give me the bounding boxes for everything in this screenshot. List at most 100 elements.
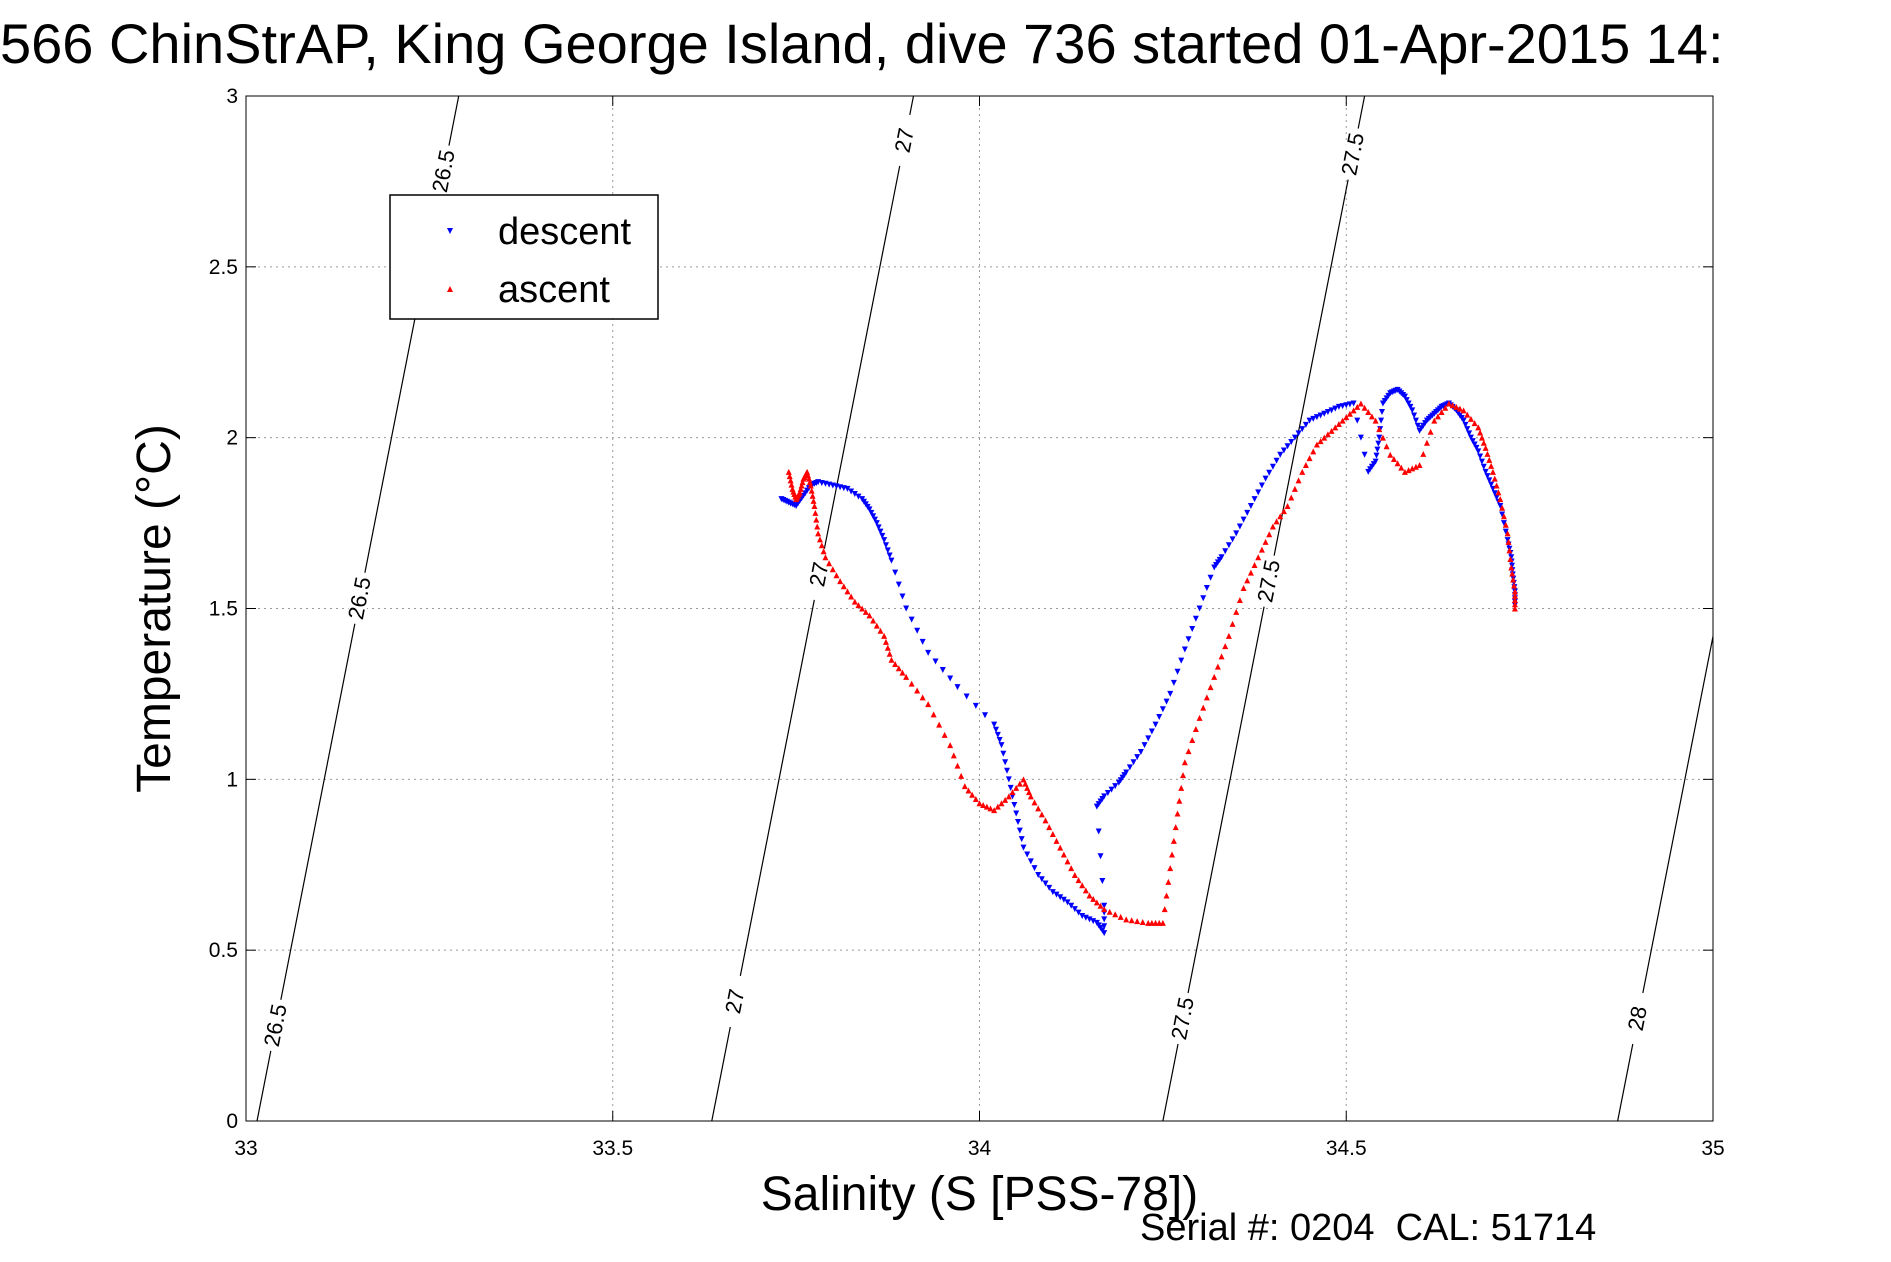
descent-point — [1343, 402, 1350, 409]
descent-point — [1488, 481, 1495, 488]
ascent-point — [925, 701, 932, 708]
ascent-point — [1423, 439, 1430, 446]
ascent-point — [983, 803, 990, 810]
descent-point — [1104, 790, 1111, 796]
series-descent — [778, 386, 1518, 937]
ascent-point — [965, 787, 972, 794]
contour-label-bg — [805, 547, 834, 602]
descent-point — [1005, 776, 1012, 783]
ascent-point — [1493, 482, 1500, 489]
descent-point — [1354, 417, 1361, 424]
legend-label-ascent: ascent — [498, 269, 610, 311]
ascent-point — [1027, 793, 1034, 800]
ascent-point — [1222, 643, 1229, 650]
ascent-point — [1394, 460, 1401, 467]
ascent-point — [1383, 443, 1390, 450]
descent-point — [1130, 759, 1137, 766]
ascent-point — [1024, 784, 1031, 791]
ascent-point — [833, 572, 840, 579]
descent-point — [1035, 872, 1042, 878]
descent-point — [1493, 494, 1500, 501]
x-tick-label: 33 — [234, 1137, 257, 1160]
ascent-point — [976, 800, 983, 807]
descent-point — [1071, 906, 1078, 913]
descent-point — [1328, 407, 1335, 414]
descent-point — [1181, 646, 1188, 653]
descent-point — [994, 731, 1001, 738]
ascent-point — [969, 791, 976, 798]
descent-point — [1414, 422, 1421, 429]
ascent-point — [804, 468, 811, 475]
ascent-point — [1038, 811, 1045, 818]
ascent-point — [1180, 772, 1187, 779]
serial-cal-footer: Serial #: 0204 CAL: 51714 — [1140, 1207, 1596, 1249]
descent-point — [1299, 426, 1306, 433]
ascent-point — [1288, 494, 1295, 501]
legend-label-descent: descent — [498, 211, 632, 253]
descent-point — [1361, 451, 1368, 458]
ascent-point — [1185, 748, 1192, 755]
ascent-point — [1453, 403, 1460, 410]
contour-label: 26.5 — [259, 1002, 292, 1049]
ascent-point — [958, 772, 965, 779]
descent-point — [1346, 401, 1353, 408]
contour-label-bg — [346, 571, 374, 626]
descent-point — [1405, 400, 1412, 407]
ascent-point — [1233, 608, 1240, 615]
ascent-point — [972, 795, 979, 802]
ascent-point — [796, 489, 803, 496]
descent-point — [932, 658, 939, 665]
ascent-point — [1324, 431, 1331, 438]
ascent-point — [941, 731, 948, 738]
descent-point — [851, 491, 858, 498]
ascent-point — [994, 803, 1001, 810]
ascent-point — [1258, 546, 1265, 553]
ascent-point — [1046, 824, 1053, 831]
ascent-point — [1009, 789, 1016, 796]
ascent-point — [1343, 414, 1350, 421]
descent-point — [1284, 443, 1291, 450]
descent-point — [1002, 759, 1009, 766]
ascent-point — [1057, 844, 1064, 851]
descent-point — [1020, 844, 1027, 851]
isopycnal-line — [1162, 96, 1366, 1121]
ascent-point — [810, 497, 817, 504]
ascent-point — [1211, 673, 1218, 680]
contour-label-bg — [721, 974, 750, 1029]
ascent-point — [1491, 475, 1498, 482]
ascent-point — [1379, 434, 1386, 441]
ascent-point — [1174, 810, 1181, 817]
ascent-point — [1489, 468, 1496, 475]
descent-point — [873, 520, 880, 527]
ascent-point — [1178, 784, 1185, 791]
descent-point — [1466, 430, 1473, 437]
ascent-point — [881, 632, 888, 639]
descent-point — [1016, 827, 1023, 834]
descent-point — [1082, 914, 1089, 921]
x-axis-label: Salinity (S [PSS-78]) — [761, 1168, 1198, 1221]
y-tick-label: 3 — [226, 85, 238, 108]
descent-point — [1024, 851, 1031, 858]
descent-point — [1302, 421, 1309, 428]
descent-point — [1042, 880, 1049, 887]
descent-point — [908, 616, 915, 623]
contour-label-bg — [1169, 991, 1197, 1046]
ascent-point — [884, 644, 891, 651]
descent-point — [1357, 434, 1364, 441]
descent-point — [1156, 713, 1163, 720]
descent-point — [882, 542, 889, 549]
legend-box — [389, 194, 659, 320]
descent-point — [1038, 876, 1045, 883]
ascent-point — [1509, 570, 1516, 577]
descent-point — [1321, 410, 1328, 417]
descent-point — [1097, 853, 1104, 860]
contour-label-bg — [890, 113, 919, 168]
ascent-point — [1387, 451, 1394, 458]
ascent-point — [1079, 882, 1086, 889]
descent-point — [1027, 858, 1034, 865]
descent-point — [1011, 801, 1018, 808]
chart-title: 566 ChinStrAP, King George Island, dive … — [0, 12, 1724, 75]
descent-point — [1464, 426, 1471, 433]
y-tick-label: 2 — [226, 427, 238, 450]
ascent-point — [980, 801, 987, 808]
